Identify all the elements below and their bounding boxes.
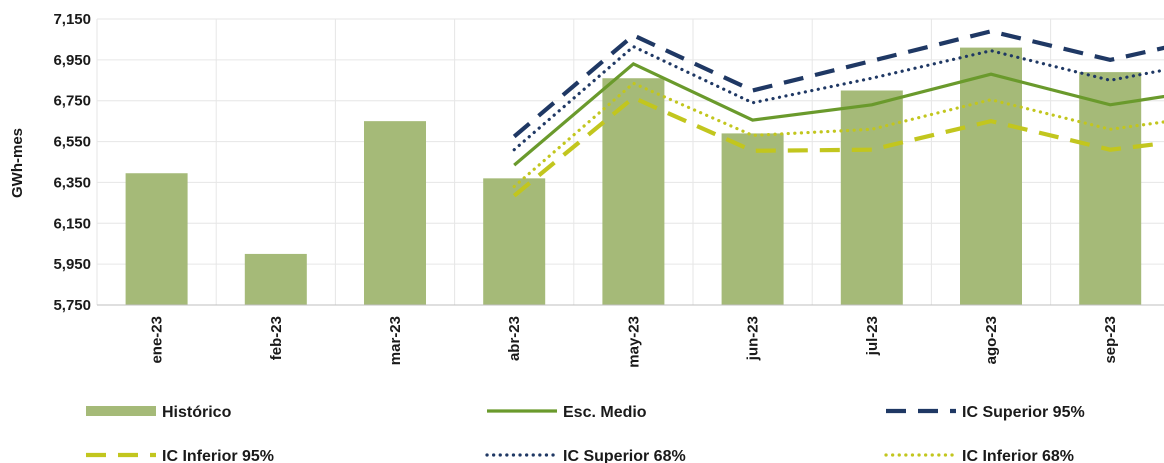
- y-tick-label: 6,950: [53, 52, 91, 69]
- lines-layer: [512, 29, 1164, 198]
- bar-historico: [721, 133, 784, 305]
- x-tick-label: jun-23: [745, 316, 762, 361]
- x-tick-label: ago-23: [983, 316, 1000, 364]
- legend-item: Histórico: [86, 404, 232, 421]
- series-line-ic-inferior-68-: [512, 81, 1164, 189]
- x-tick-label: abr-23: [506, 316, 523, 361]
- legend-item: Esc. Medio: [487, 404, 647, 421]
- y-tick-label: 6,750: [53, 93, 91, 110]
- series-line-ic-superior-95-: [512, 29, 1164, 139]
- x-tick-label: sep-23: [1102, 316, 1119, 364]
- x-tick-label: ene-23: [149, 316, 166, 364]
- bars-layer: [125, 47, 1142, 306]
- bar-historico: [364, 121, 426, 306]
- bar-historico: [840, 90, 903, 305]
- bar-historico: [244, 253, 307, 305]
- x-tick-label: may-23: [625, 316, 642, 368]
- legend: Histórico Esc. Medio IC Superior 95% IC Inf…: [86, 404, 1085, 463]
- legend-label: IC Inferior 68%: [962, 448, 1074, 463]
- legend-label: IC Superior 68%: [563, 448, 686, 463]
- legend-swatch: [86, 406, 156, 416]
- legend-item: IC Superior 95%: [886, 404, 1085, 421]
- bar-historico: [483, 178, 546, 305]
- legend-label: Esc. Medio: [563, 404, 647, 421]
- legend-label: IC Inferior 95%: [162, 448, 274, 463]
- bar-historico: [1079, 72, 1142, 305]
- bar-historico: [602, 78, 665, 305]
- y-tick-label: 6,550: [53, 134, 91, 151]
- y-axis-label: GWh-mes: [9, 128, 26, 198]
- y-tick-label: 7,150: [53, 11, 91, 28]
- legend-item: IC Inferior 95%: [86, 448, 274, 463]
- series-line-esc-medio: [513, 62, 1164, 167]
- legend-item: IC Superior 68%: [485, 448, 686, 463]
- series-line-ic-inferior-95-: [512, 95, 1164, 198]
- x-tick-label: mar-23: [387, 316, 404, 365]
- y-tick-label: 5,750: [53, 297, 91, 314]
- legend-label: Histórico: [162, 404, 232, 421]
- axis-layer: 5,750 5,950 6,150 6,350 6,550 6,750 6,950 7,150…: [53, 11, 1164, 368]
- series-line-ic-superior-68-: [512, 44, 1164, 152]
- y-tick-label: 5,950: [53, 256, 91, 273]
- legend-item: IC Inferior 68%: [884, 448, 1074, 463]
- y-tick-label: 6,150: [53, 215, 91, 232]
- y-tick-label: 6,350: [53, 174, 91, 191]
- bar-historico: [125, 173, 188, 305]
- x-tick-label: feb-23: [268, 316, 285, 360]
- x-tick-label: jul-23: [864, 316, 881, 356]
- bar-historico: [960, 47, 1022, 305]
- legend-label: IC Superior 95%: [962, 404, 1085, 421]
